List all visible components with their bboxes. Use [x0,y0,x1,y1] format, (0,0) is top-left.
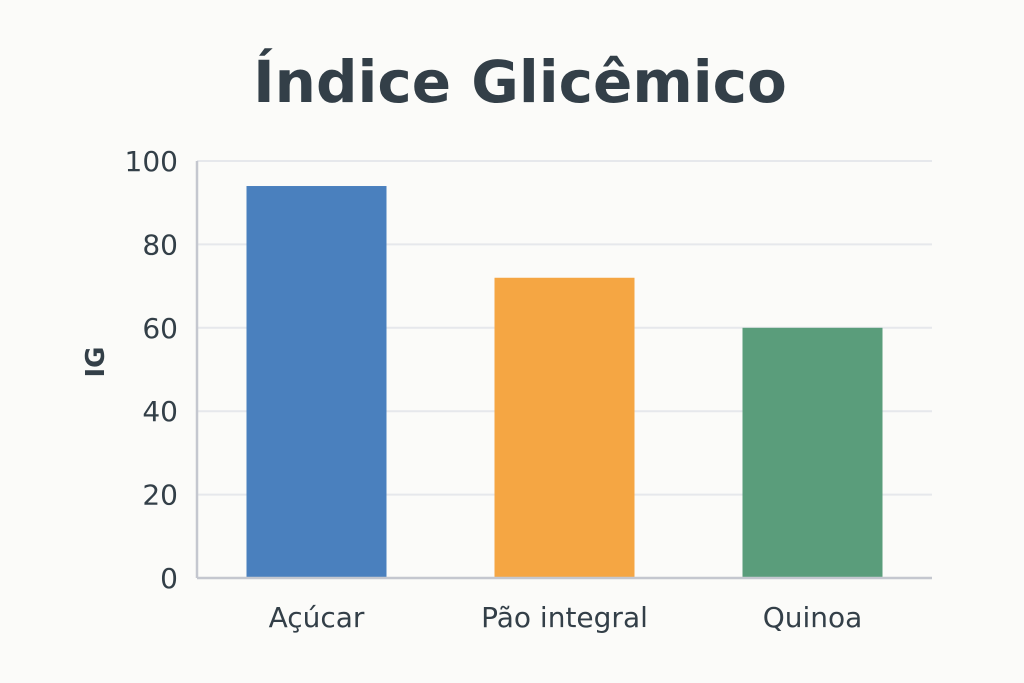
y-tick-label: 100 [125,145,178,178]
bar [246,186,387,578]
x-axis-ticks: Açúcar Pão integral Quinoa [269,601,863,634]
y-tick-label: 60 [142,312,178,345]
bar [494,277,635,578]
x-tick-label: Açúcar [269,601,365,634]
bar [742,327,883,578]
y-axis-ticks: 0 20 40 60 80 100 [125,145,178,595]
y-tick-label: 40 [142,395,178,428]
y-axis-label: IG [81,346,111,377]
bars [246,186,883,578]
chart-title: Índice Glicêmico [253,47,787,116]
y-tick-label: 20 [142,479,178,512]
y-tick-label: 0 [160,562,178,595]
y-tick-label: 80 [142,228,178,261]
x-tick-label: Quinoa [763,601,863,634]
x-tick-label: Pão integral [481,601,648,634]
